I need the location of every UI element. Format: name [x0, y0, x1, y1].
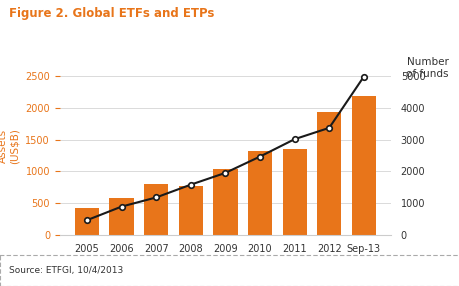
Y-axis label: Assets
(US$B): Assets (US$B) — [0, 128, 20, 164]
Bar — [144, 184, 168, 235]
Bar — [75, 208, 99, 235]
Bar — [109, 198, 134, 235]
Text: Source: ETFGI, 10/4/2013: Source: ETFGI, 10/4/2013 — [9, 265, 123, 275]
Bar — [316, 112, 341, 235]
Bar — [282, 149, 306, 235]
Text: Number
of funds: Number of funds — [405, 57, 448, 79]
Text: Figure 2. Global ETFs and ETPs: Figure 2. Global ETFs and ETPs — [9, 7, 214, 20]
Bar — [213, 169, 237, 235]
Bar — [247, 152, 272, 235]
Bar — [178, 186, 202, 235]
Bar — [351, 96, 375, 235]
